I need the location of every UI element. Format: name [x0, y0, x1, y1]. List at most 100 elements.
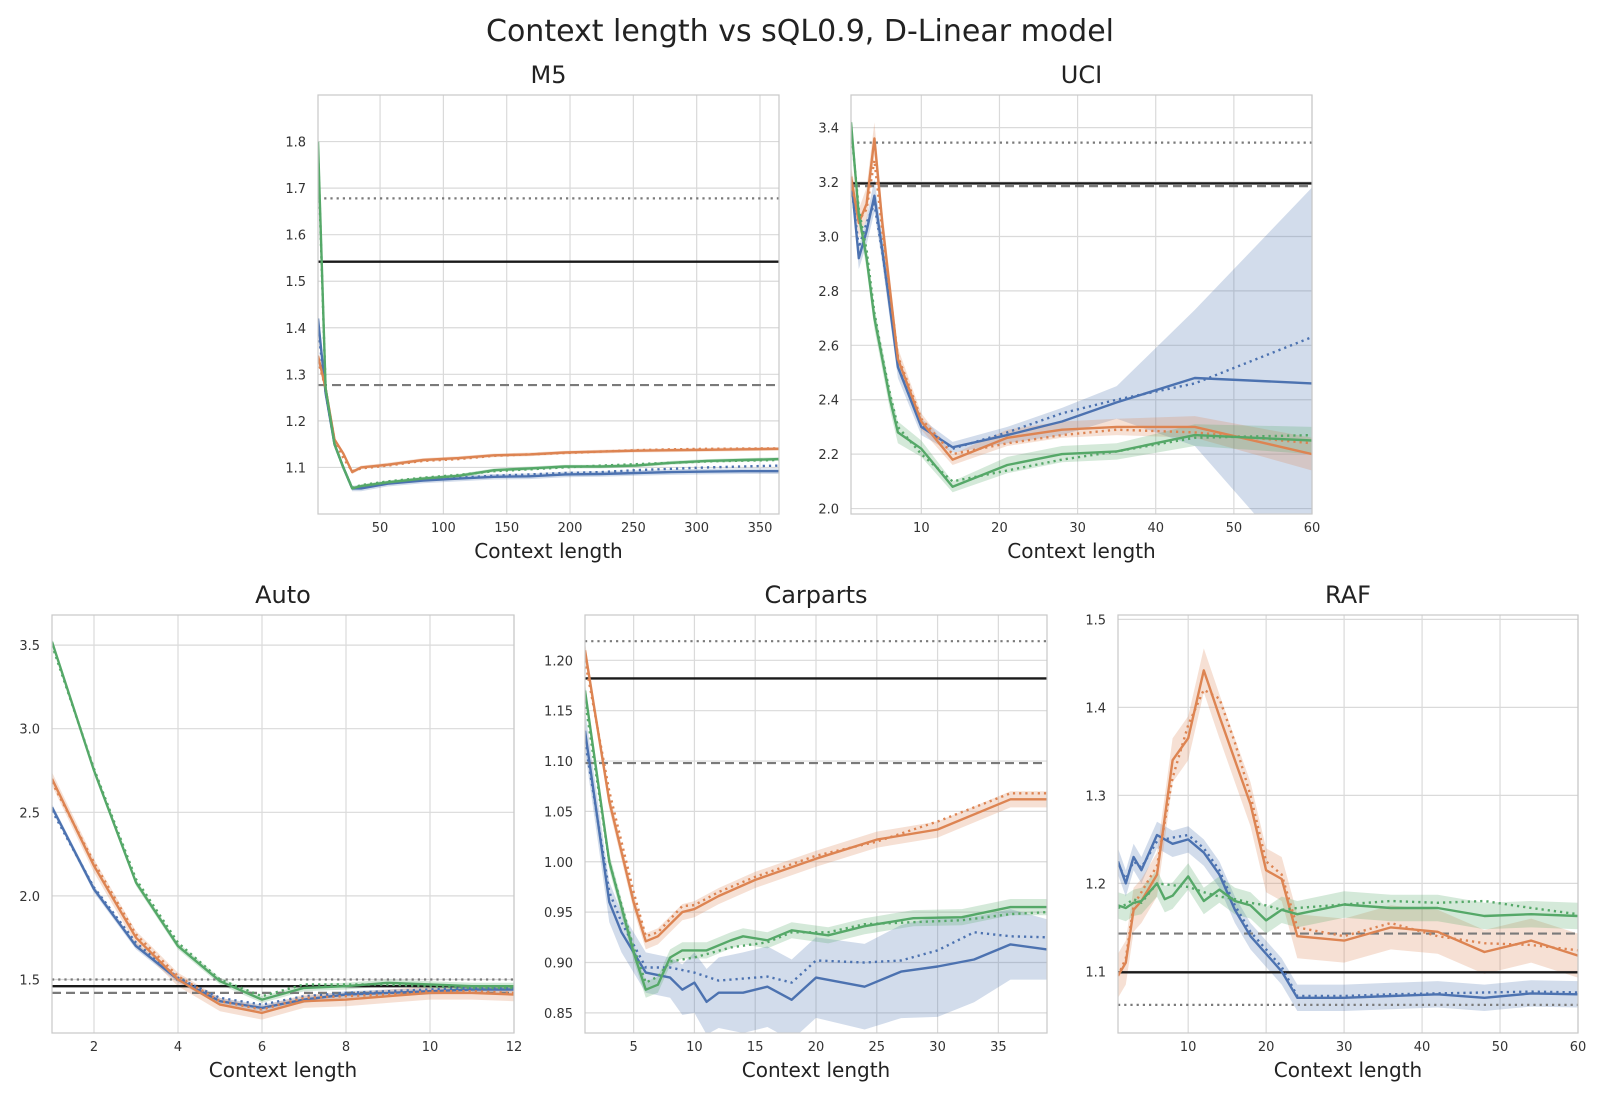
confidence-band	[318, 139, 779, 491]
x-tick-label: 8	[342, 1040, 350, 1055]
confidence-band	[851, 122, 1312, 471]
axes-frame	[51, 614, 515, 1034]
x-tick-label: 60	[1304, 521, 1321, 536]
series-line-solid	[585, 730, 1047, 1003]
x-tick-label: 100	[431, 521, 456, 536]
confidence-band	[1118, 863, 1578, 934]
series-line-dotted	[1118, 833, 1578, 998]
y-tick-label: 1.00	[544, 856, 573, 871]
y-tick-label: 1.1	[1085, 965, 1106, 980]
x-tick-label: 10	[686, 1040, 703, 1055]
y-tick-label: 2.4	[818, 394, 839, 409]
x-axis-label: Context length	[1007, 539, 1155, 563]
x-tick-label: 12	[506, 1040, 523, 1055]
y-tick-label: 1.05	[544, 805, 573, 820]
series-line-dotted	[318, 150, 779, 490]
panel-raf: 10 20 30 40 50 60 1.1 1.2 1.3 1.4 1.5 RAF Context le…	[1085, 581, 1586, 1082]
x-tick-label: 50	[1492, 1040, 1509, 1055]
y-tick-label: 0.95	[544, 906, 573, 921]
y-tick-label: 1.3	[1085, 789, 1106, 804]
series-line-solid	[52, 778, 514, 1015]
x-tick-label: 40	[1147, 521, 1164, 536]
y-tick-label: 1.2	[1085, 877, 1106, 892]
x-tick-label: 25	[869, 1040, 886, 1055]
x-tick-label: 35	[990, 1040, 1007, 1055]
x-tick-label: 250	[621, 521, 646, 536]
panel-title: UCI	[1061, 61, 1102, 89]
axes-frame	[584, 614, 1048, 1034]
y-tick-label: 2.6	[818, 339, 839, 354]
y-tick-label: 2.5	[19, 806, 40, 821]
series-line-solid	[52, 641, 514, 1001]
x-tick-label: 200	[558, 521, 583, 536]
series-line-dotted	[851, 159, 1312, 456]
x-axis-label: Context length	[1274, 1058, 1422, 1082]
confidence-band	[318, 315, 779, 492]
x-tick-label: 40	[1414, 1040, 1431, 1055]
y-tick-label: 2.0	[818, 503, 839, 518]
y-tick-label: 3.0	[818, 230, 839, 245]
x-axis-label: Context length	[474, 539, 622, 563]
y-tick-label: 2.8	[818, 285, 839, 300]
plot-area	[585, 640, 1047, 1033]
x-tick-label: 300	[684, 521, 709, 536]
axes-frame	[1117, 614, 1579, 1034]
panel-carparts: 5 10 15 20 25 30 35 0.85 0.90 0.95 1.00 1.05 1.10 1.1…	[544, 581, 1048, 1082]
y-tick-label: 1.20	[544, 654, 573, 669]
plot-area	[318, 139, 779, 492]
panel-title: Auto	[255, 581, 311, 609]
x-tick-label: 10	[913, 521, 930, 536]
y-tick-label: 1.8	[285, 136, 306, 151]
y-tick-label: 1.10	[544, 755, 573, 770]
y-tick-label: 1.4	[285, 322, 306, 337]
x-tick-label: 15	[747, 1040, 764, 1055]
y-tick-label: 1.5	[1085, 613, 1106, 628]
y-tick-label: 1.3	[285, 368, 306, 383]
x-tick-label: 20	[808, 1040, 825, 1055]
y-tick-label: 2.2	[818, 448, 839, 463]
y-tick-label: 0.90	[544, 956, 573, 971]
x-tick-label: 20	[991, 521, 1008, 536]
x-tick-label: 30	[1336, 1040, 1353, 1055]
series-line-solid	[585, 650, 1047, 943]
y-tick-label: 1.5	[285, 275, 306, 290]
x-tick-label: 350	[748, 521, 773, 536]
y-tick-label: 1.15	[544, 705, 573, 720]
axes-frame	[850, 94, 1313, 515]
series-line-dotted	[585, 700, 1047, 984]
x-tick-label: 50	[1226, 521, 1243, 536]
x-tick-label: 4	[174, 1040, 182, 1055]
panel-m5: 50 100 150 200 250 300 350 1.1 1.2 1.3 1.4 1.5 1.6 1.…	[285, 61, 780, 563]
x-tick-label: 60	[1570, 1040, 1587, 1055]
y-tick-label: 1.4	[1085, 701, 1106, 716]
y-tick-label: 2.0	[19, 890, 40, 905]
axes-frame	[317, 94, 780, 515]
y-tick-label: 3.0	[19, 723, 40, 738]
y-tick-label: 3.5	[19, 639, 40, 654]
x-tick-label: 150	[494, 521, 519, 536]
plot-area	[1118, 648, 1578, 1011]
panel-title: RAF	[1325, 581, 1371, 609]
confidence-band	[851, 165, 1312, 514]
plot-area	[52, 638, 514, 1020]
series-line-solid	[851, 176, 1312, 449]
series-line-dotted	[1118, 688, 1578, 977]
panel-uci: 10 20 30 40 50 60 2.0 2.2 2.4 2.6 2.8 3.0 3.2 3.4 UCI C…	[818, 61, 1321, 563]
series-line-dotted	[52, 644, 514, 998]
y-tick-label: 1.6	[285, 229, 306, 244]
x-tick-label: 2	[90, 1040, 98, 1055]
x-tick-label: 10	[422, 1040, 439, 1055]
y-tick-label: 3.2	[818, 176, 839, 191]
series-line-solid	[851, 122, 1312, 488]
x-tick-label: 30	[929, 1040, 946, 1055]
plot-area	[851, 114, 1312, 514]
series-line-dotted	[318, 360, 779, 473]
figure-title: Context length vs sQL0.9, D-Linear model	[486, 14, 1114, 49]
y-tick-label: 1.2	[285, 415, 306, 430]
y-tick-label: 1.1	[285, 461, 306, 476]
series-line-solid	[585, 690, 1047, 991]
x-tick-label: 50	[372, 521, 389, 536]
y-tick-label: 0.85	[544, 1007, 573, 1022]
series-line-solid	[52, 806, 514, 1010]
